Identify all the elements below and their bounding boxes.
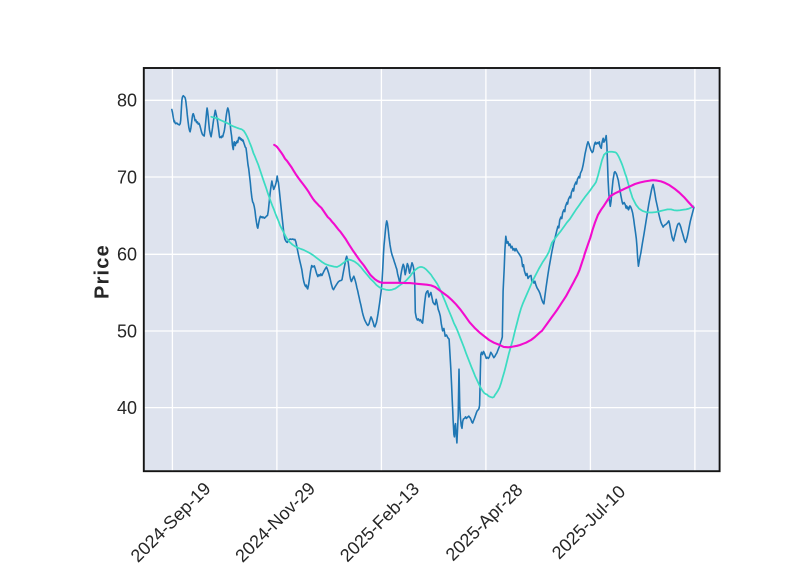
svg-text:60: 60 xyxy=(117,245,137,265)
svg-text:80: 80 xyxy=(117,91,137,111)
svg-text:50: 50 xyxy=(117,321,137,341)
svg-text:40: 40 xyxy=(117,398,137,418)
svg-text:Price: Price xyxy=(92,244,114,299)
svg-text:70: 70 xyxy=(117,167,137,187)
